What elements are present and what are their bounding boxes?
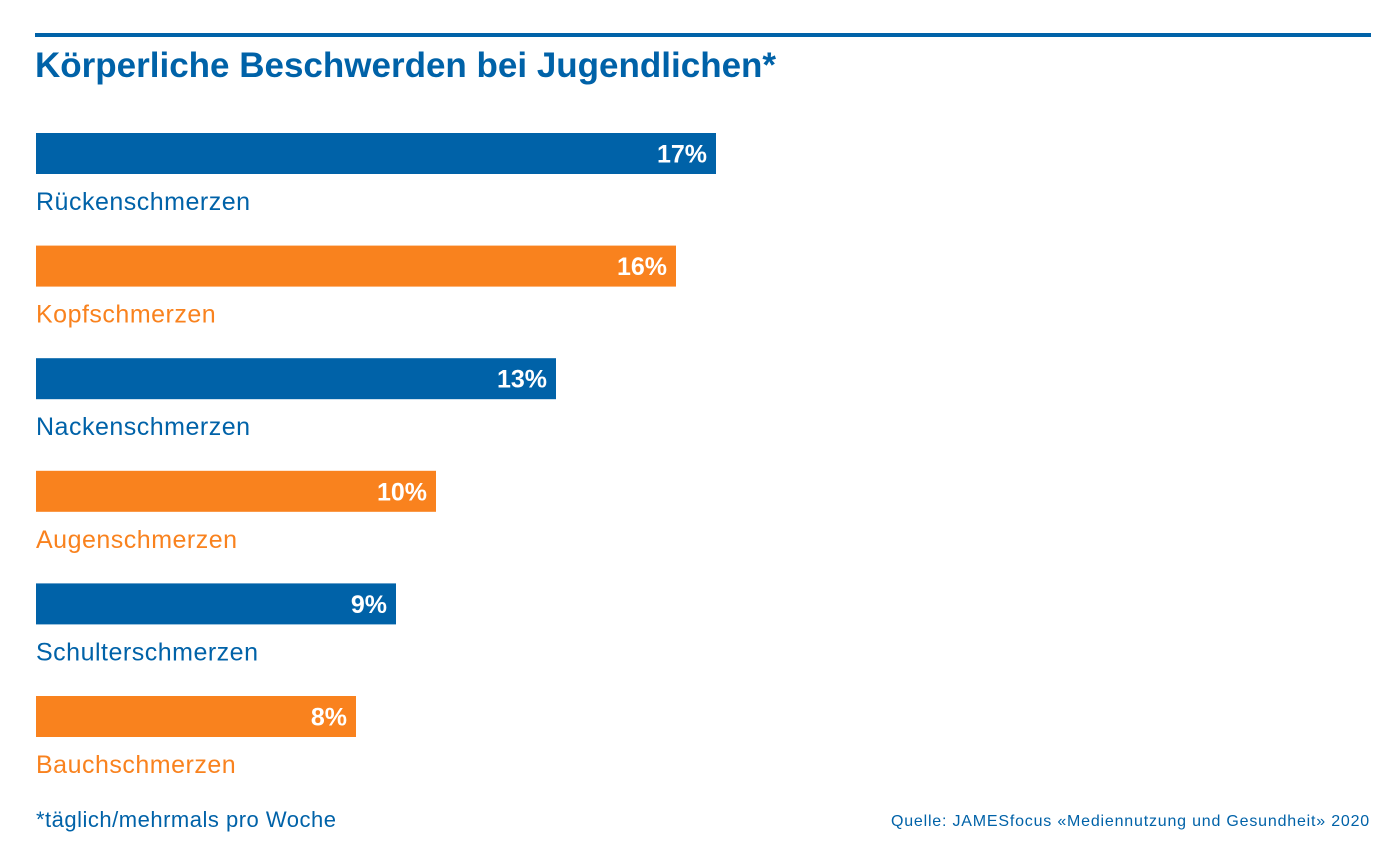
bar-5 — [36, 696, 356, 737]
bar-2 — [36, 358, 556, 400]
bar-value-label-5: 8% — [311, 704, 347, 732]
bar-4 — [36, 583, 396, 625]
category-label-1: Kopfschmerzen — [36, 301, 216, 329]
footnote: *täglich/mehrmals pro Woche — [36, 807, 337, 832]
category-label-4: Schulterschmerzen — [36, 638, 258, 666]
top-rule — [35, 33, 1371, 37]
bar-value-label-2: 13% — [497, 366, 547, 394]
category-label-3: Augenschmerzen — [36, 526, 238, 554]
bar-1 — [36, 245, 676, 287]
category-label-2: Nackenschmerzen — [36, 413, 251, 441]
bar-value-label-3: 10% — [377, 478, 427, 506]
bar-value-label-0: 17% — [657, 141, 707, 169]
source-note: Quelle: JAMESfocus «Mediennutzung und Ge… — [890, 813, 1370, 830]
bar-value-label-1: 16% — [617, 253, 667, 281]
chart-title: Körperliche Beschwerden bei Jugendlichen… — [35, 46, 777, 85]
bar-value-label-4: 9% — [351, 591, 387, 619]
bar-3 — [36, 470, 436, 512]
bar-0 — [36, 133, 716, 174]
category-label-5: Bauchschmerzen — [36, 751, 236, 779]
category-label-0: Rückenschmerzen — [36, 188, 251, 216]
